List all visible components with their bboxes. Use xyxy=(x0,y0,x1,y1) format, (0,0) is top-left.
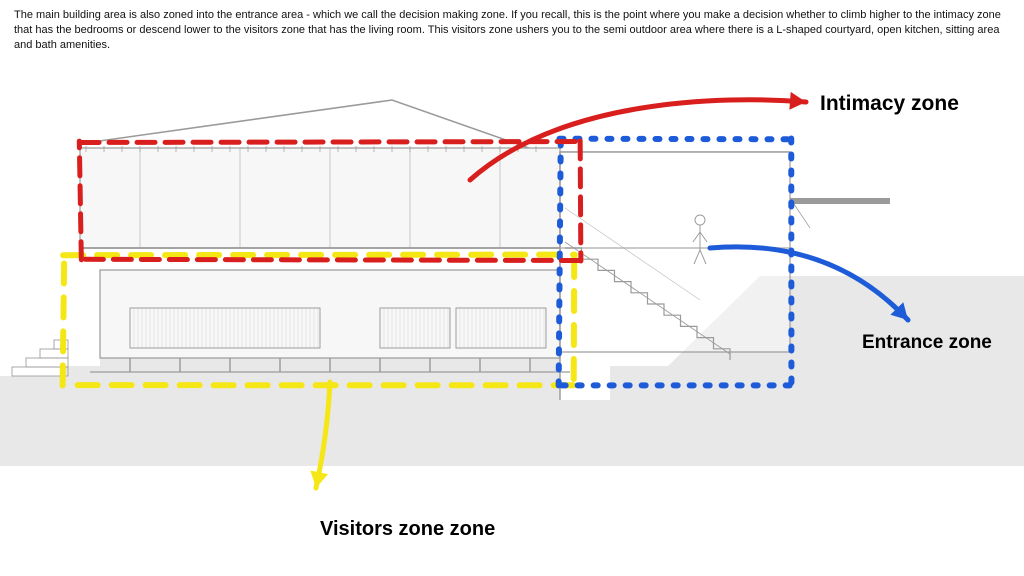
intimacy-zone-label: Intimacy zone xyxy=(820,92,959,116)
entrance-zone-label: Entrance zone xyxy=(862,332,992,354)
description-text: The main building area is also zoned int… xyxy=(14,8,1010,53)
diagram-canvas: Intimacy zone Entrance zone Visitors zon… xyxy=(0,70,1024,576)
diagram-svg xyxy=(0,70,1024,576)
visitors-zone-label: Visitors zone zone xyxy=(320,518,495,541)
